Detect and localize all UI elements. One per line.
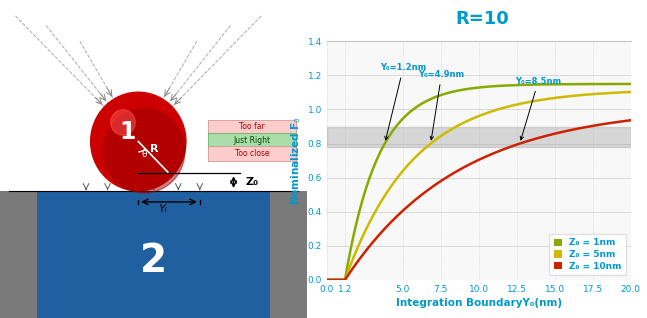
Text: Too close: Too close <box>235 149 269 158</box>
Legend: Z₀ = 1nm, Z₀ = 5nm, Z₀ = 10nm: Z₀ = 1nm, Z₀ = 5nm, Z₀ = 10nm <box>549 234 626 275</box>
Text: Z₀: Z₀ <box>246 177 259 187</box>
Text: R: R <box>150 143 159 154</box>
Circle shape <box>104 109 185 193</box>
Text: Y₀=8.5nm: Y₀=8.5nm <box>515 77 562 140</box>
X-axis label: Integration BoundaryY₀(nm): Integration BoundaryY₀(nm) <box>396 298 562 308</box>
Text: R=10: R=10 <box>455 10 509 28</box>
Bar <box>0 191 307 318</box>
FancyBboxPatch shape <box>208 120 296 134</box>
Text: Y₀=1.2nm: Y₀=1.2nm <box>380 63 426 140</box>
Text: Yᵢ: Yᵢ <box>159 204 168 214</box>
Text: 2: 2 <box>140 242 167 280</box>
FancyBboxPatch shape <box>208 146 296 161</box>
Text: θ: θ <box>141 150 147 159</box>
Circle shape <box>111 110 135 135</box>
Y-axis label: Nominalized F$_{0}$: Nominalized F$_{0}$ <box>289 116 303 205</box>
Text: Too far: Too far <box>239 122 265 131</box>
FancyBboxPatch shape <box>208 133 296 148</box>
Text: Just Right: Just Right <box>234 136 270 145</box>
Text: Y₀=4.9nm: Y₀=4.9nm <box>419 70 465 140</box>
Text: 1: 1 <box>119 120 136 144</box>
Bar <box>327 127 631 147</box>
Circle shape <box>91 92 186 191</box>
Bar <box>37 191 270 318</box>
